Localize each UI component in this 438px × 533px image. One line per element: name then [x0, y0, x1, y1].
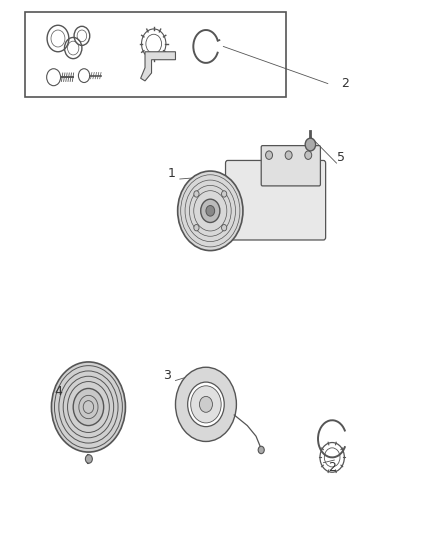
- Circle shape: [51, 362, 125, 452]
- Circle shape: [187, 382, 224, 426]
- Circle shape: [222, 224, 227, 231]
- Text: 3: 3: [163, 369, 171, 382]
- Circle shape: [305, 138, 316, 151]
- Circle shape: [85, 455, 92, 463]
- FancyBboxPatch shape: [261, 146, 321, 186]
- Polygon shape: [141, 52, 176, 81]
- Text: 2: 2: [341, 77, 349, 90]
- Circle shape: [194, 191, 199, 197]
- Circle shape: [285, 151, 292, 159]
- Text: 4: 4: [54, 385, 62, 398]
- Circle shape: [73, 389, 104, 425]
- Circle shape: [222, 191, 227, 197]
- Circle shape: [191, 386, 221, 423]
- Circle shape: [305, 151, 312, 159]
- Circle shape: [201, 199, 220, 222]
- Text: 2: 2: [328, 462, 336, 474]
- Circle shape: [265, 151, 272, 159]
- Circle shape: [258, 446, 264, 454]
- Text: 5: 5: [337, 151, 345, 164]
- Circle shape: [206, 206, 215, 216]
- FancyBboxPatch shape: [226, 160, 325, 240]
- Circle shape: [194, 224, 199, 231]
- Circle shape: [178, 171, 243, 251]
- Bar: [25, 12, 286, 97]
- Circle shape: [176, 367, 237, 441]
- Text: 1: 1: [167, 167, 175, 180]
- Circle shape: [199, 397, 212, 413]
